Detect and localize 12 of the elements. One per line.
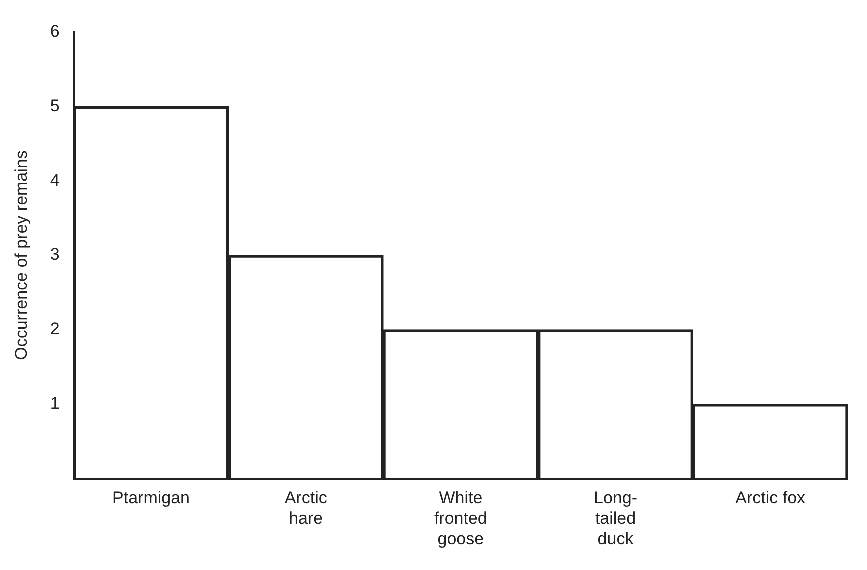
y-tick-label: 3 bbox=[50, 245, 60, 264]
y-tick-label: 6 bbox=[50, 22, 60, 41]
x-tick-label: White fronted goose bbox=[434, 488, 488, 548]
x-tick-label: Arctic hare bbox=[284, 488, 328, 528]
y-tick-label: 2 bbox=[50, 320, 60, 339]
y-tick-label: 5 bbox=[50, 96, 60, 116]
y-tick-label: 4 bbox=[50, 170, 60, 190]
y-axis-title: Occurrence of prey remains bbox=[12, 150, 31, 360]
y-tick-label: 1 bbox=[50, 394, 60, 414]
x-tick-label: Ptarmigan bbox=[112, 488, 190, 508]
x-tick-label: Arctic fox bbox=[736, 488, 806, 508]
x-tick-label: Long- tailed duck bbox=[594, 488, 638, 548]
